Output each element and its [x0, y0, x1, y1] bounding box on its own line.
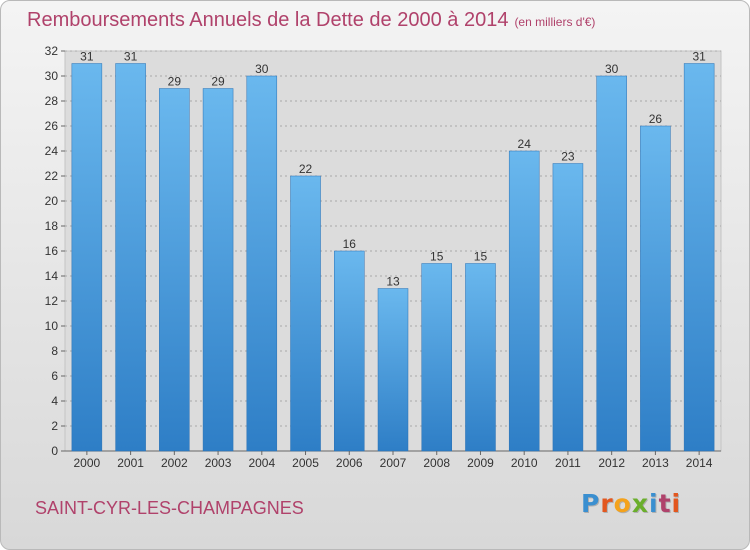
- data-label: 31: [80, 50, 94, 64]
- data-label: 26: [649, 112, 663, 126]
- y-tick-label: 18: [45, 219, 59, 233]
- data-label: 30: [605, 62, 619, 76]
- bar: [640, 125, 671, 452]
- logo-letter: i: [671, 489, 682, 518]
- x-tick-label: 2008: [423, 456, 450, 470]
- x-tick-label: 2002: [161, 456, 188, 470]
- y-tick-label: 22: [45, 169, 59, 183]
- y-tick-label: 24: [45, 144, 59, 158]
- y-tick-label: 28: [45, 94, 59, 108]
- bar: [334, 250, 365, 452]
- y-tick-label: 12: [45, 294, 59, 308]
- bar: [159, 88, 190, 452]
- x-tick-label: 2012: [598, 456, 625, 470]
- x-tick-label: 2010: [511, 456, 538, 470]
- bar: [115, 63, 146, 452]
- bar: [683, 63, 715, 452]
- y-tick-label: 16: [45, 244, 59, 258]
- logo-letter: t: [658, 489, 672, 518]
- bar: [71, 63, 103, 452]
- logo-letter: o: [613, 489, 632, 518]
- x-tick-label: 2004: [248, 456, 275, 470]
- logo-letter: P: [581, 489, 601, 518]
- data-label: 16: [343, 237, 357, 251]
- logo-letter: i: [649, 489, 659, 518]
- bar: [465, 263, 496, 452]
- y-tick-label: 2: [51, 419, 58, 433]
- data-label: 23: [561, 150, 575, 164]
- logo-letter: x: [631, 489, 649, 518]
- proxiti-logo: Proxiti: [581, 489, 701, 525]
- bar: [290, 175, 321, 452]
- data-label: 22: [299, 162, 313, 176]
- x-tick-label: 2011: [555, 456, 581, 470]
- x-tick-label: 2007: [380, 456, 407, 470]
- bar: [552, 163, 584, 452]
- x-tick-label: 2005: [292, 456, 319, 470]
- y-tick-label: 26: [45, 119, 59, 133]
- x-tick-label: 2001: [117, 456, 144, 470]
- data-label: 31: [124, 50, 138, 64]
- x-tick-label: 2003: [205, 456, 232, 470]
- y-tick-label: 0: [51, 444, 58, 458]
- bars: 31 31 29 29 30 22 16 13 15 15 24 23 30 26 31: [71, 50, 715, 452]
- x-tick-label: 2009: [467, 456, 494, 470]
- y-tick-label: 30: [45, 69, 59, 83]
- bar: [421, 263, 452, 452]
- data-label: 29: [211, 75, 225, 89]
- x-tick-label: 2013: [642, 456, 669, 470]
- chart-title-text: Remboursements Annuels de la Dette de 20…: [27, 9, 509, 31]
- bar: [508, 150, 540, 452]
- data-label: 29: [168, 75, 182, 89]
- y-tick-label: 32: [45, 44, 59, 58]
- bar: [377, 288, 409, 452]
- y-tick-label: 14: [45, 269, 59, 283]
- data-label: 24: [518, 137, 532, 151]
- bar: [246, 75, 278, 452]
- commune-name: SAINT-CYR-LES-CHAMPAGNES: [35, 498, 304, 518]
- y-tick-label: 6: [51, 369, 58, 383]
- chart-title: Remboursements Annuels de la Dette de 20…: [27, 9, 595, 32]
- y-tick-label: 20: [45, 194, 59, 208]
- data-label: 15: [430, 250, 444, 264]
- data-label: 13: [386, 275, 400, 289]
- x-tick-label: 2006: [336, 456, 363, 470]
- data-label: 31: [692, 50, 706, 64]
- chart-subtitle: (en milliers d'€): [514, 15, 596, 29]
- y-tick-label: 8: [51, 344, 58, 358]
- data-label: 30: [255, 62, 269, 76]
- x-tick-label: 2000: [74, 456, 101, 470]
- bar: [202, 88, 234, 452]
- y-tick-label: 10: [45, 319, 59, 333]
- bar: [596, 75, 627, 452]
- data-label: 15: [474, 250, 488, 264]
- y-tick-label: 4: [51, 394, 58, 408]
- x-tick-label: 2014: [686, 456, 713, 470]
- logo-letter: r: [600, 489, 614, 518]
- x-axis: 2000 2001 2002 2003 2004 2005 2006 2007 2008 2009…: [74, 451, 713, 470]
